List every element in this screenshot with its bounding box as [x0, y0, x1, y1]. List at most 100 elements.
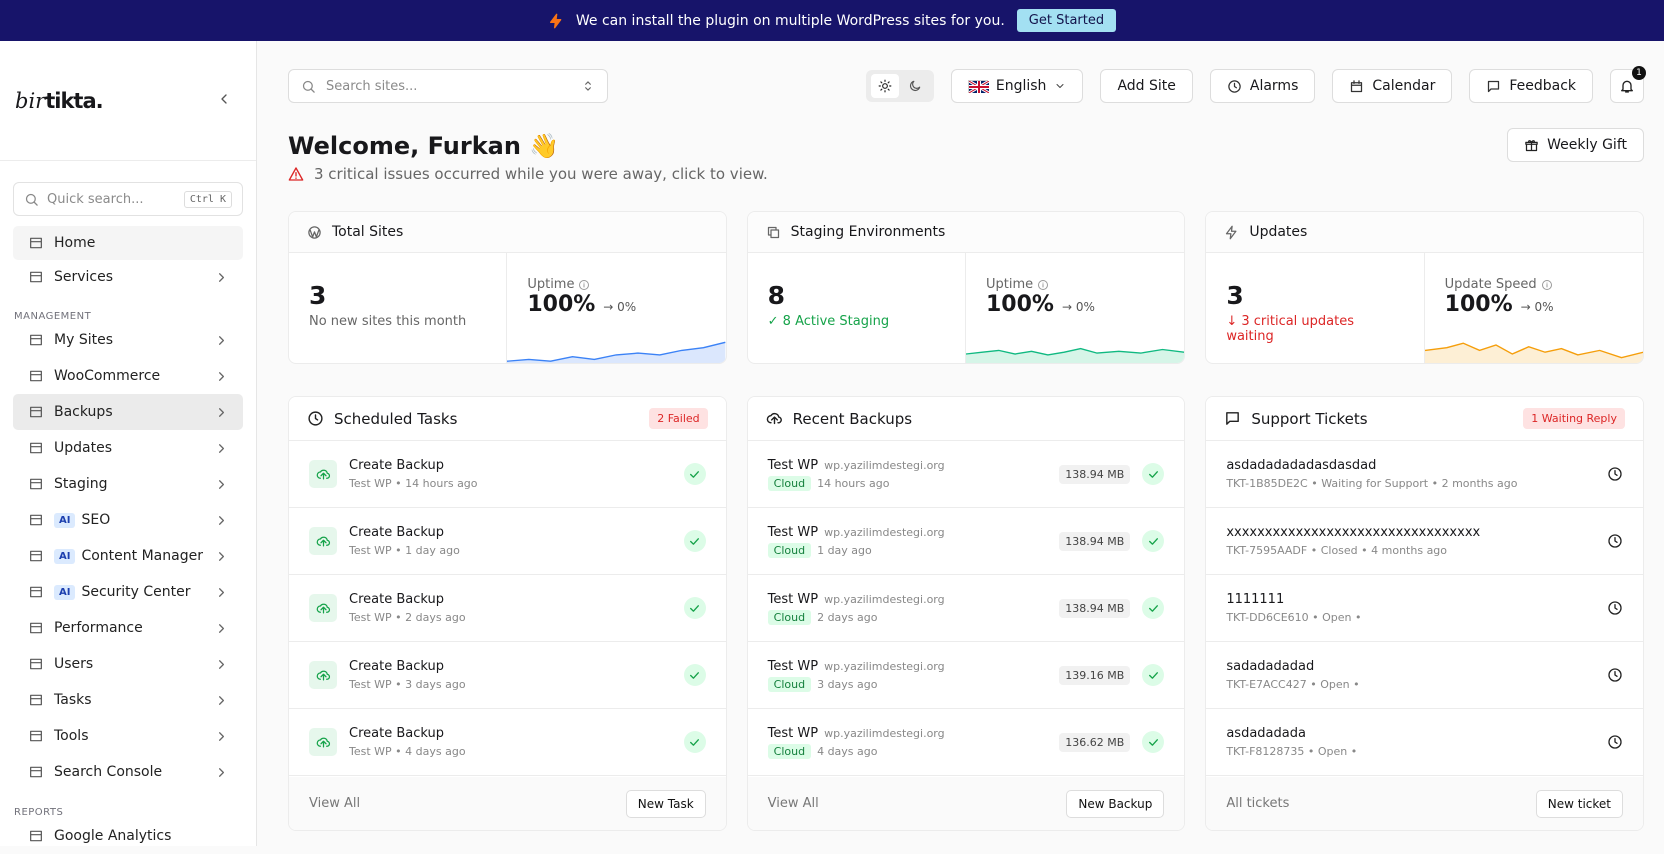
flag	[967, 79, 989, 93]
icon-path	[30, 586, 42, 598]
nav-item[interactable]: AI Content Manager	[13, 538, 243, 574]
icon	[1488, 80, 1500, 92]
list-row[interactable]: Test WP wp.yazilimdestegi.org Cloud 4 days …	[747, 709, 1185, 776]
nav-item[interactable]: Performance	[13, 610, 243, 646]
banner-button[interactable]: Get Started	[1016, 9, 1117, 32]
icon	[690, 738, 700, 746]
icon-path	[30, 334, 42, 346]
time: 3 days ago	[817, 678, 878, 691]
light-mode[interactable]	[870, 74, 899, 98]
nav-item[interactable]: Google Analytics	[13, 818, 243, 854]
stat-main: 8 ✓ 8 Active Staging	[748, 253, 966, 363]
icon-path	[219, 335, 224, 345]
icon	[316, 603, 330, 613]
icon	[1226, 412, 1240, 425]
nav-item[interactable]: Home	[13, 226, 243, 260]
weekly-gift[interactable]: Weekly Gift	[1507, 128, 1644, 162]
site-search[interactable]: Search sites...	[288, 69, 608, 103]
icon-path	[30, 830, 42, 842]
collapse-button[interactable]	[216, 91, 232, 111]
metric-label: Uptime	[527, 277, 575, 292]
list-row[interactable]: Test WP wp.yazilimdestegi.org Cloud 3 days …	[747, 642, 1185, 709]
notifications[interactable]: 1	[1610, 66, 1646, 103]
footer-link[interactable]: View All	[309, 796, 361, 811]
icon	[1351, 79, 1363, 92]
list-row[interactable]: asdadadada TKT-F8128735 • Open •	[1206, 709, 1643, 776]
nav-item[interactable]: Updates	[13, 430, 243, 466]
icon	[690, 537, 700, 545]
icon-path	[219, 695, 224, 705]
toolbar-button[interactable]: Calendar	[1332, 69, 1453, 103]
footer-link[interactable]: All tickets	[1226, 796, 1290, 811]
storage-tag: Cloud	[767, 610, 812, 625]
footer-link[interactable]: View All	[767, 796, 819, 811]
stats: Total Sites 3 No new sites this month Uptim…	[288, 211, 1644, 364]
footer-button[interactable]: New Task	[625, 789, 706, 818]
status-ok	[1142, 731, 1165, 753]
list-row[interactable]: Test WP wp.yazilimdestegi.org Cloud 14 hour…	[747, 441, 1185, 508]
nav-item[interactable]: Services	[13, 260, 243, 294]
nav-item[interactable]: Search Console	[13, 754, 243, 790]
footer-button[interactable]: New ticket	[1535, 789, 1623, 818]
toolbar-button[interactable]: Feedback	[1469, 69, 1593, 103]
item-name: Create Backup	[349, 592, 444, 607]
nav-label: Google Analytics	[54, 828, 172, 844]
status-ok	[683, 463, 706, 485]
list-row[interactable]: Create Backup Test WP • 3 days ago	[289, 642, 726, 709]
stat-note: ✓ 8 Active Staging	[767, 314, 890, 329]
sparkline-line	[1424, 342, 1643, 359]
icon-path	[219, 371, 224, 381]
quick-search[interactable]: Quick search... Ctrl K	[13, 182, 243, 216]
dark-mode[interactable]	[901, 74, 929, 98]
nav-item[interactable]: Users	[13, 646, 243, 682]
list-row[interactable]: xxxxxxxxxxxxxxxxxxxxxxxxxxxxxxxxx TKT-759…	[1206, 508, 1643, 575]
icon-path	[690, 470, 700, 478]
icon	[316, 737, 330, 747]
nav-item[interactable]: My Sites	[13, 322, 243, 358]
list-row[interactable]: sadadadadad TKT-E7ACC427 • Open •	[1206, 642, 1643, 709]
icon	[316, 469, 330, 479]
list-row[interactable]: Create Backup Test WP • 2 days ago	[289, 575, 726, 642]
row-text: Create Backup Test WP • 1 day ago	[349, 525, 672, 557]
list-row[interactable]: Test WP wp.yazilimdestegi.org Cloud 2 days …	[747, 575, 1185, 642]
stat-value: 3	[309, 281, 327, 310]
list-row[interactable]: Test WP wp.yazilimdestegi.org Cloud 1 day a…	[747, 508, 1185, 575]
nav-item[interactable]: AI Security Center	[13, 574, 243, 610]
icon-path	[219, 515, 224, 525]
toolbar-button[interactable]: Add Site	[1100, 69, 1193, 103]
logo-prefix: bir	[15, 88, 46, 113]
critical-alert[interactable]: 3 critical issues occurred while you wer…	[288, 165, 1644, 183]
icon-path	[1608, 467, 1622, 481]
icon	[316, 536, 330, 546]
nav-item[interactable]: Staging	[13, 466, 243, 502]
gift-label: Weekly Gift	[1547, 137, 1627, 153]
nav-item[interactable]: WooCommerce	[13, 358, 243, 394]
row-meta: TKT-E7ACC427 • Open •	[1226, 678, 1360, 691]
icon	[30, 694, 42, 706]
list-row[interactable]: Create Backup Test WP • 1 day ago	[289, 508, 726, 575]
item-name: Test WP	[767, 659, 819, 674]
list-row[interactable]: Create Backup Test WP • 4 days ago	[289, 709, 726, 776]
sparkline-line	[965, 347, 1185, 356]
row-text: Create Backup Test WP • 2 days ago	[349, 592, 672, 624]
icon-path	[219, 272, 224, 282]
nav-item[interactable]: AI SEO	[13, 502, 243, 538]
nav-label: Performance	[54, 620, 143, 636]
footer-button[interactable]: New Backup	[1066, 789, 1165, 818]
icon-path	[316, 737, 330, 747]
theme-toggle[interactable]	[865, 70, 934, 102]
list-row[interactable]: Create Backup Test WP • 14 hours ago	[289, 441, 726, 508]
toolbar-button[interactable]: Alarms	[1209, 69, 1316, 103]
icon-path	[30, 766, 42, 778]
icon-path	[219, 767, 224, 777]
nav-item[interactable]: Backups	[13, 394, 243, 430]
list-row[interactable]: asdadadadadasdasdad TKT-1B85DE2C • Waitin…	[1206, 441, 1643, 508]
icon	[1525, 139, 1538, 151]
metric-label: Update Speed	[1444, 277, 1537, 292]
icon	[30, 406, 42, 418]
nav-item[interactable]: Tasks	[13, 682, 243, 718]
nav-item[interactable]: Tools	[13, 718, 243, 754]
language-select[interactable]: English	[950, 69, 1084, 103]
list-row[interactable]: 1111111 TKT-DD6CE610 • Open •	[1206, 575, 1643, 642]
row-title: asdadadadadasdasdad	[1226, 458, 1595, 473]
